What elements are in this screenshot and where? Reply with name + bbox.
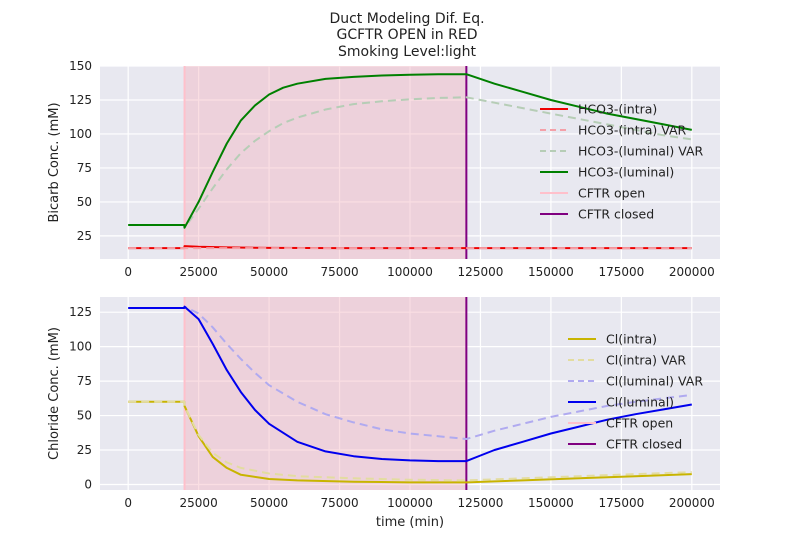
y-tick-label: 150 xyxy=(69,59,92,73)
x-tick-label: 50000 xyxy=(250,496,288,510)
series-line-1 xyxy=(128,400,692,482)
y-tick-label: 0 xyxy=(84,477,92,491)
series-line-2 xyxy=(128,96,692,229)
x-tick-label: 150000 xyxy=(528,265,574,279)
y-tick-label: 125 xyxy=(69,93,92,107)
legend-label: Cl(luminal) xyxy=(606,395,674,410)
x-tick-label: 125000 xyxy=(458,265,504,279)
legend-label: HCO3-(luminal) xyxy=(578,165,674,180)
legend-label: HCO3-(intra) xyxy=(578,102,657,117)
y-axis-label: Bicarb Conc. (mM) xyxy=(47,102,62,222)
x-tick-label: 100000 xyxy=(387,265,433,279)
bicarb-panel: 0 25000 50000 75000 100000 125000 150000 175000… xyxy=(47,59,720,279)
x-tick-label: 175000 xyxy=(598,496,644,510)
x-axis-label: time (min) xyxy=(376,515,444,530)
chart-title-line-1: Duct Modeling Dif. Eq. xyxy=(329,11,484,27)
legend-label: CFTR closed xyxy=(578,207,654,222)
x-tick-label: 175000 xyxy=(598,265,644,279)
x-tick-label: 150000 xyxy=(528,496,574,510)
legend-label: Cl(luminal) VAR xyxy=(606,374,703,389)
legend-label: CFTR open xyxy=(606,416,673,431)
x-tick-label: 200000 xyxy=(669,496,715,510)
legend-label: CFTR open xyxy=(578,186,645,201)
x-tick-label: 125000 xyxy=(458,496,504,510)
y-tick-label: 75 xyxy=(77,374,92,388)
x-tick-label: 75000 xyxy=(320,496,358,510)
legend-label: Cl(intra) VAR xyxy=(606,353,686,368)
y-tick-label: 50 xyxy=(77,409,92,423)
chart-title-line-3: Smoking Level:light xyxy=(338,44,477,60)
y-tick-label: 50 xyxy=(77,195,92,209)
cftr-open-shaded-region xyxy=(184,297,467,490)
legend-label: Cl(intra) xyxy=(606,332,657,347)
y-tick-label: 100 xyxy=(69,127,92,141)
y-tick-label: 25 xyxy=(77,443,92,457)
x-tick-label: 200000 xyxy=(669,265,715,279)
series-line-3 xyxy=(128,305,692,463)
y-axis-label: Chloride Conc. (mM) xyxy=(47,327,62,460)
y-tick-label: 125 xyxy=(69,305,92,319)
series-line-0 xyxy=(128,400,692,484)
cftr-open-shaded-region xyxy=(184,66,467,259)
x-tick-label: 100000 xyxy=(387,496,433,510)
x-tick-label: 25000 xyxy=(180,265,218,279)
x-tick-label: 50000 xyxy=(250,265,288,279)
chart-title-line-2: GCFTR OPEN in RED xyxy=(337,27,478,43)
x-tick-label: 25000 xyxy=(180,496,218,510)
y-tick-label: 100 xyxy=(69,340,92,354)
x-tick-label: 0 xyxy=(124,265,132,279)
chloride-panel: 0 25000 50000 75000 100000 125000 150000 175000… xyxy=(47,297,720,530)
series-line-3 xyxy=(128,73,692,229)
series-line-2 xyxy=(128,305,692,440)
y-tick-label: 25 xyxy=(77,229,92,243)
y-tick-label: 75 xyxy=(77,161,92,175)
legend-label: CFTR closed xyxy=(606,437,682,452)
legend-label: HCO3-(intra) VAR xyxy=(578,123,687,138)
legend-label: HCO3-(luminal) VAR xyxy=(578,144,704,159)
x-tick-label: 0 xyxy=(124,496,132,510)
x-tick-label: 75000 xyxy=(320,265,358,279)
